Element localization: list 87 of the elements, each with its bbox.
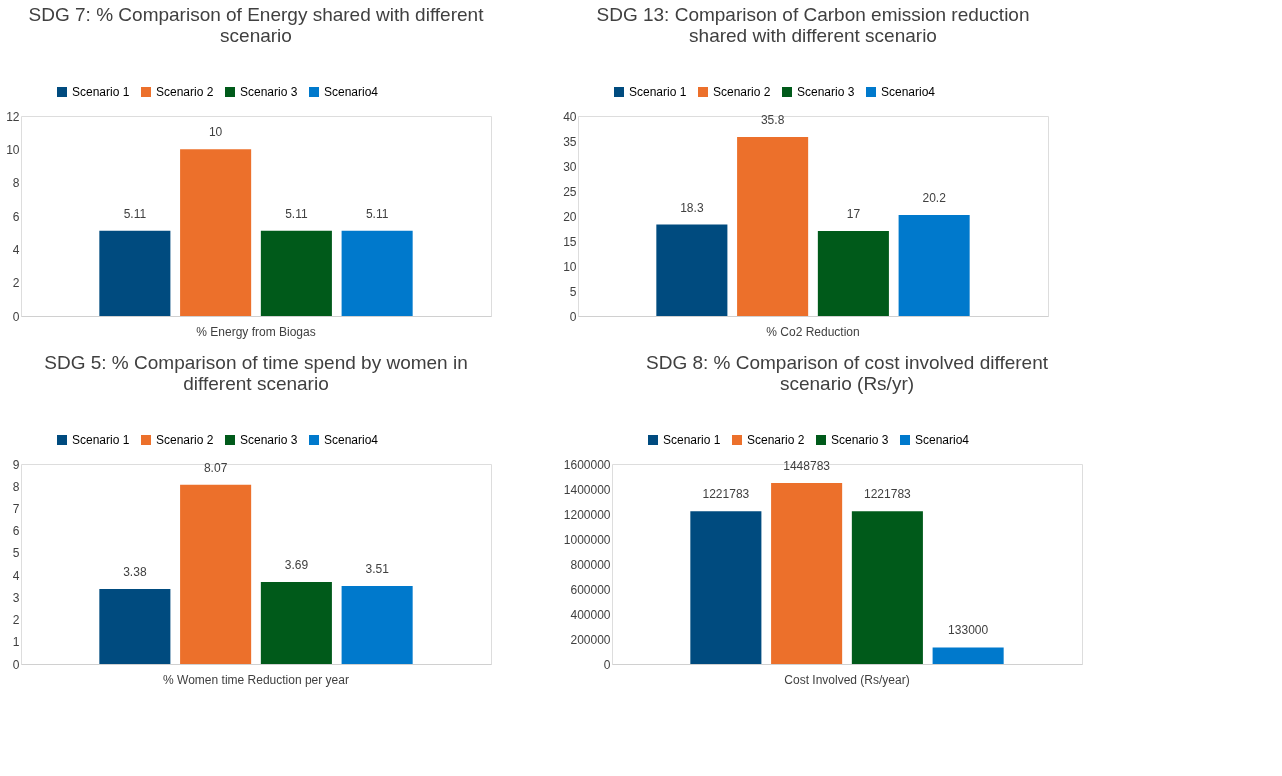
data-label: 10 (208, 125, 223, 140)
y-tick-label: 10 (6, 142, 20, 157)
y-tick-label: 0 (569, 309, 577, 324)
data-label: 1221783 (702, 487, 750, 502)
legend-label: Scenario4 (324, 433, 379, 447)
chart-title: SDG 8: % Comparison of cost involved different scenario (Rs/yr) (645, 352, 1049, 394)
y-tick-label: 20 (563, 209, 577, 224)
y-tick-label: 6 (12, 209, 20, 224)
y-tick-label: 0 (603, 657, 611, 672)
data-label: 5.11 (365, 206, 389, 221)
x-tick-label: % Energy from Biogas (196, 324, 316, 339)
data-label: 3.69 (284, 558, 309, 572)
legend-label: Scenario 1 (72, 85, 130, 99)
data-label: 5.11 (285, 206, 308, 221)
y-tick-label: 9 (12, 457, 20, 472)
bar (737, 137, 809, 316)
chart-title: SDG 13: Comparison of Carbon emission reduction shared with different scenario (596, 4, 1030, 46)
chart-title: SDG 5: % Comparison of time spend by women in different scenario (44, 352, 468, 394)
legend-label: Scenario4 (881, 85, 936, 99)
y-tick-label: 25 (563, 184, 577, 199)
data-label: 1448783 (783, 458, 831, 473)
bar (180, 484, 252, 664)
bar (771, 482, 843, 664)
legend-label: Scenario 2 (156, 433, 214, 447)
y-tick-label: 40 (563, 109, 577, 124)
y-tick-label: 15 (563, 234, 577, 249)
x-tick-label: % Co2 Reduction (766, 324, 860, 339)
bar (932, 647, 1004, 664)
data-label: 20.2 (922, 191, 947, 205)
y-tick-label: 30 (563, 159, 577, 174)
bar (99, 588, 171, 664)
y-tick-label: 0 (12, 657, 20, 672)
bar (898, 215, 970, 316)
y-tick-label: 1400000 (563, 482, 611, 497)
legend-label: Scenario 1 (629, 85, 687, 99)
y-tick-label: 10 (563, 259, 577, 274)
legend-label: Scenario 2 (747, 433, 805, 447)
legend-label: Scenario 1 (72, 433, 130, 447)
x-tick-label: % Women time Reduction per year (163, 672, 349, 687)
y-tick-label: 200000 (570, 632, 611, 647)
y-tick-label: 12 (6, 109, 20, 124)
legend-label: Scenario 3 (831, 433, 889, 447)
data-label: 18.3 (680, 200, 704, 215)
legend-label: Scenario4 (324, 85, 379, 99)
legend-label: Scenario 2 (713, 85, 771, 99)
legend-label: Scenario 3 (240, 85, 298, 99)
bar (817, 231, 889, 316)
y-tick-label: 4 (12, 568, 20, 583)
legend-label: Scenario 3 (240, 433, 298, 447)
y-tick-label: 2 (12, 276, 20, 291)
y-tick-label: 600000 (570, 582, 611, 597)
y-tick-label: 5 (569, 284, 577, 299)
data-label: 5.11 (123, 206, 147, 221)
bar (341, 586, 413, 664)
y-tick-label: 1000000 (563, 532, 611, 547)
legend-label: Scenario 1 (663, 433, 721, 447)
data-label: 1221783 (864, 487, 912, 502)
bar (260, 582, 332, 664)
y-tick-label: 1 (12, 635, 20, 650)
y-tick-label: 2 (12, 613, 20, 628)
y-tick-label: 8 (12, 479, 20, 494)
data-label: 35.8 (760, 113, 785, 127)
bar (690, 511, 762, 664)
y-tick-label: 5 (12, 546, 20, 561)
data-label: 8.07 (203, 460, 228, 475)
y-tick-label: 1600000 (563, 457, 611, 472)
data-label: 17 (846, 207, 861, 221)
y-tick-label: 4 (12, 242, 20, 257)
legend-label: Scenario4 (915, 433, 970, 447)
legend-label: Scenario 3 (797, 85, 855, 99)
legend-label: Scenario 2 (156, 85, 214, 99)
y-tick-label: 400000 (570, 607, 611, 622)
y-tick-label: 3 (12, 590, 20, 605)
bar (851, 511, 923, 664)
bar (656, 224, 728, 316)
y-tick-label: 800000 (570, 557, 611, 572)
y-tick-label: 7 (12, 501, 20, 516)
y-tick-label: 35 (563, 134, 577, 149)
x-tick-label: Cost Involved (Rs/year) (784, 672, 910, 687)
y-tick-label: 6 (12, 524, 20, 539)
chart-title: SDG 7: % Comparison of Energy shared with different scenario (28, 4, 485, 46)
data-label: 3.38 (123, 564, 147, 579)
y-tick-label: 8 (12, 176, 20, 191)
data-label: 3.51 (365, 562, 390, 576)
data-label: 133000 (948, 623, 989, 638)
y-tick-label: 1200000 (563, 507, 611, 522)
y-tick-label: 0 (12, 309, 20, 324)
